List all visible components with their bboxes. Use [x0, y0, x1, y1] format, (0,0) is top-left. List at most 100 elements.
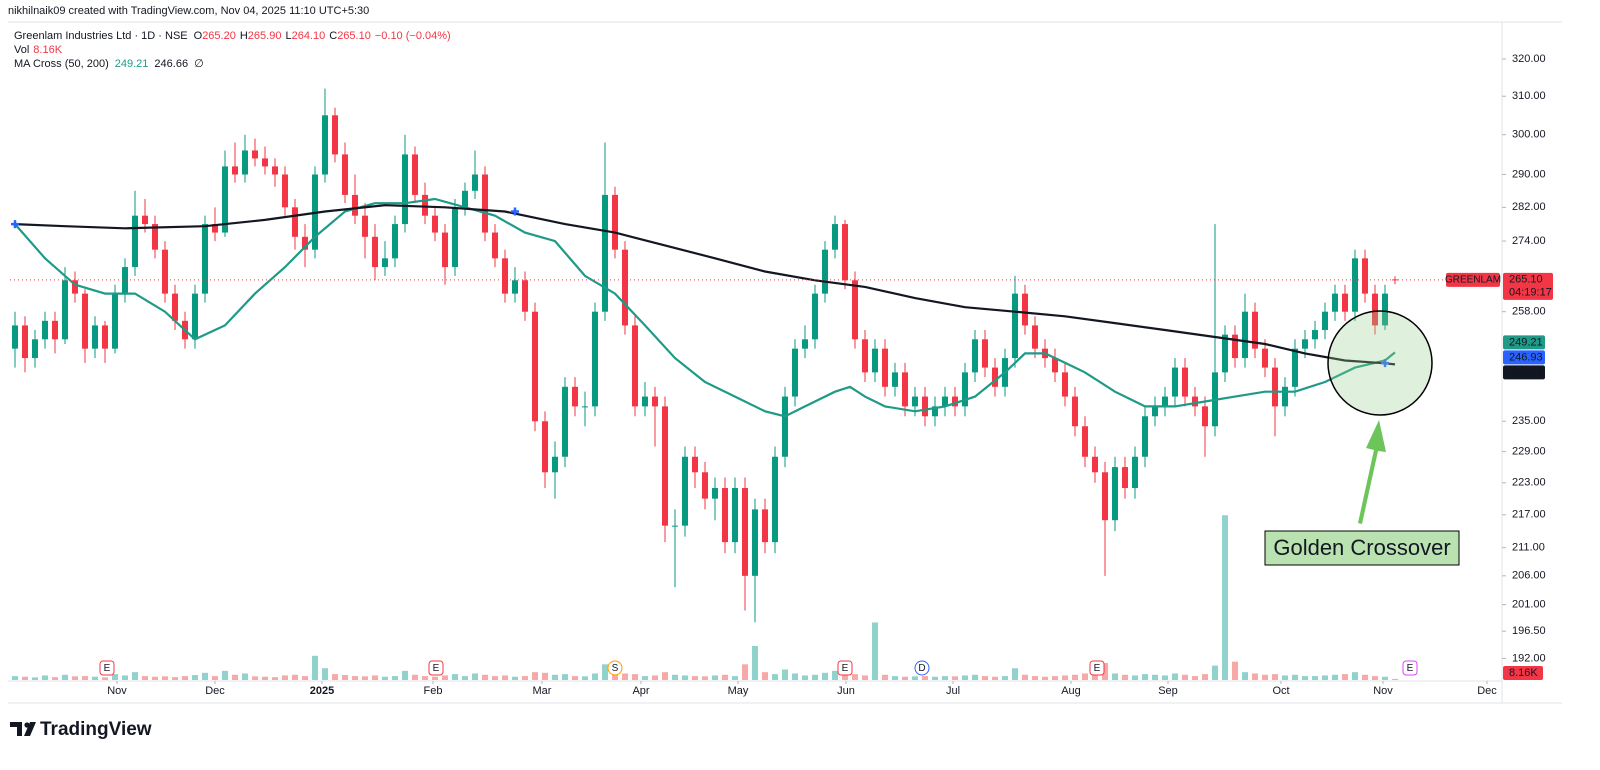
volume-bar [1182, 674, 1188, 680]
volume-bar [1362, 674, 1368, 680]
candle-body [542, 421, 548, 473]
y-tick-label: 235.00 [1512, 415, 1546, 427]
volume-bar [52, 677, 58, 680]
candle-body [632, 325, 638, 407]
candle-body [1302, 339, 1308, 349]
y-tick-label: 217.00 [1512, 509, 1546, 521]
cross-marker [511, 207, 519, 216]
candle-body [392, 224, 398, 259]
candle-body [522, 280, 528, 312]
volume-bar [832, 670, 838, 680]
volume-bar [1172, 673, 1178, 680]
y-tick-label: 196.50 [1512, 625, 1546, 637]
volume-bar [742, 664, 748, 680]
candle-body [782, 396, 788, 457]
candle-body [1382, 293, 1388, 326]
candle-body [232, 166, 238, 175]
candle-body [832, 224, 838, 250]
candle-body [172, 293, 178, 321]
volume-bar [402, 670, 408, 680]
candle-body [262, 158, 268, 167]
volume-bar [1272, 674, 1278, 680]
candle-body [1152, 406, 1158, 417]
arrow [1358, 420, 1386, 524]
candle-body [1282, 386, 1288, 407]
volume-bar [542, 672, 548, 680]
candle-body [22, 325, 28, 359]
volume-bar [72, 676, 78, 680]
volume-bar [132, 672, 138, 680]
candle-body [1352, 258, 1358, 312]
volume-tag-box [1503, 666, 1543, 680]
symbol-tag: GREENLAM [1445, 274, 1501, 285]
volume-bar [1162, 675, 1168, 680]
x-tick-label: Nov [1373, 685, 1393, 697]
x-tick-label: Nov [107, 685, 127, 697]
volume-bar [1282, 675, 1288, 680]
candle-body [902, 372, 908, 407]
candle-body [212, 224, 218, 233]
y-tick-label: 223.00 [1512, 477, 1546, 489]
candle-body [1142, 416, 1148, 457]
volume-bar [1212, 665, 1218, 680]
y-tick-label: 300.00 [1512, 129, 1546, 141]
volume-bar [562, 674, 568, 680]
ohlc-key: H [240, 30, 248, 42]
ohlc-key: O [194, 30, 203, 42]
candle-body [472, 174, 478, 191]
volume-bar [592, 673, 598, 680]
candle-body [922, 396, 928, 417]
volume-bar [822, 672, 828, 680]
volume-bar [172, 677, 178, 680]
y-tick-label: 211.00 [1512, 542, 1545, 554]
candle-body [1062, 372, 1068, 397]
candle-body [1012, 293, 1018, 359]
volume-bar [1142, 674, 1148, 680]
candle-body [492, 232, 498, 259]
volume-bar [1342, 674, 1348, 680]
volume-bar [642, 676, 648, 680]
volume-title: Vol [14, 44, 29, 56]
candle-body [442, 232, 448, 268]
volume-bar [872, 622, 878, 680]
candle-body [682, 456, 688, 526]
ma-title: MA Cross (50, 200) [14, 58, 109, 70]
volume-bar [1012, 668, 1018, 680]
volume-bar [792, 673, 798, 680]
volume-bar [1232, 661, 1238, 680]
highlight-circle [1327, 310, 1433, 416]
value-tag-box [1503, 335, 1545, 350]
volume-bar [932, 676, 938, 680]
x-tick-label: Jul [946, 685, 960, 697]
volume-bar [732, 676, 738, 680]
credit: nikhilnaik09 created with TradingView.co… [8, 5, 369, 17]
volume-bar [892, 676, 898, 680]
volume-bar [1022, 674, 1028, 680]
candle-body [692, 456, 698, 473]
candle-body [72, 280, 78, 294]
candle-body [1112, 467, 1118, 521]
volume-bar [22, 676, 28, 680]
volume-bar [602, 664, 608, 680]
candle-body [942, 396, 948, 407]
candle-body [1242, 311, 1248, 359]
y-tick-label: 282.00 [1512, 201, 1546, 213]
event-label: E [1094, 663, 1101, 674]
candle-body [192, 293, 198, 340]
candle-body [992, 367, 998, 387]
volume-tag: 8.16K [1509, 667, 1538, 679]
candle-body [352, 194, 358, 216]
candle-body [1182, 367, 1188, 397]
candle-body [432, 215, 438, 233]
value-tag: 249.21 [1509, 336, 1543, 348]
volume-bar [582, 676, 588, 680]
volume-bar [1262, 674, 1268, 680]
plot: 320.00 310.00 300.00 290.00 282.00 274.00 258.… [10, 53, 1553, 697]
candle-body [1092, 456, 1098, 473]
volume-bar [652, 675, 658, 680]
volume-bar [352, 676, 358, 680]
volume-bar [622, 673, 628, 680]
cross-marker [11, 220, 19, 229]
volume-bar [62, 674, 68, 680]
volume-bar [1382, 676, 1388, 680]
